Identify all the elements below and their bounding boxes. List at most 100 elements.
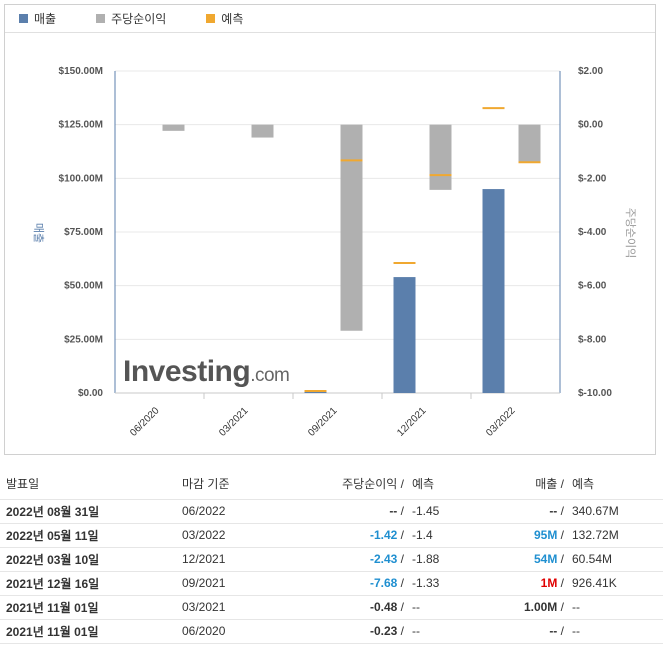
row-revenue: 54M / — [508, 547, 568, 572]
table-row: 2022년 08월 31일 06/2022 -- / -1.45 -- /340.67M — [0, 499, 663, 524]
table-row: 2022년 05월 11일 03/2022 -1.42 / -1.4 95M / 132.… — [0, 523, 663, 548]
row-revenue-value: 95M — [533, 528, 558, 542]
row-eps-value: -1.42 — [369, 528, 398, 542]
left-tick-label: $75.00M — [64, 227, 103, 238]
x-tick-label: 06/2020 — [128, 405, 162, 439]
row-revenue-forecast: -- — [568, 619, 663, 644]
row-eps: -- / — [288, 499, 408, 524]
row-revenue-forecast: -- — [568, 595, 663, 620]
right-axis-title: 주당순이익 — [624, 208, 637, 259]
cell-sep: / — [400, 552, 404, 566]
row-date: 2021년 11월 01일 — [0, 595, 178, 620]
legend-eps-label: 주당순이익 — [111, 12, 167, 26]
row-revenue-forecast: 926.41K — [568, 571, 663, 596]
table-body: 2022년 08월 31일 06/2022 -- / -1.45 -- /340.67M… — [0, 499, 663, 644]
row-period: 06/2022 — [178, 499, 288, 524]
table-row: 2021년 11월 01일 06/2020 -0.23 /-- -- / -- — [0, 619, 663, 644]
row-eps-forecast: -1.33 — [408, 571, 508, 596]
row-eps-forecast: -1.45 — [408, 499, 508, 524]
row-eps: -0.48 / — [288, 595, 408, 620]
cell-sep: / — [560, 504, 564, 518]
row-revenue-forecast: 60.54M — [568, 547, 663, 572]
row-revenue: -- / — [508, 499, 568, 524]
x-tick-label: 12/2021 — [395, 405, 429, 439]
legend-eps[interactable]: 주당순이익 — [96, 10, 166, 27]
cell-sep: / — [400, 528, 404, 542]
legend-revenue-swatch — [19, 14, 28, 23]
x-tick-label: 03/2022 — [484, 405, 518, 439]
cell-sep: / — [400, 624, 404, 638]
row-date: 2022년 03월 10일 — [0, 547, 178, 572]
header-revenue-forecast[interactable]: 예측 — [568, 469, 663, 500]
row-revenue: 1.00M / — [508, 595, 568, 620]
left-tick-label: $25.00M — [64, 334, 103, 345]
right-tick-label: $0.00 — [578, 120, 603, 131]
header-sep: / — [560, 477, 564, 492]
right-tick-label: $-8.00 — [578, 334, 607, 345]
eps-bar — [251, 124, 274, 138]
row-eps-forecast: -- — [408, 619, 508, 644]
earnings-chart: $0.00 $25.00M $50.00M $75.00M $100.00M $125.0… — [32, 66, 637, 439]
cell-sep: / — [560, 552, 564, 566]
right-tick-label: $2.00 — [578, 66, 603, 77]
row-period: 06/2020 — [178, 619, 288, 644]
header-eps[interactable]: 주당순이익 / — [288, 469, 408, 500]
legend-forecast[interactable]: 예측 — [206, 10, 243, 27]
cell-sep: / — [560, 600, 564, 614]
header-revenue[interactable]: 매출 / — [508, 469, 568, 500]
left-tick-label: $0.00 — [78, 388, 103, 399]
eps-bar — [162, 124, 185, 131]
earnings-table: 발표일 마감 기준 주당순이익 / 예측 매출 / 예측 2022년 08월 3… — [0, 469, 663, 644]
table-row: 2021년 11월 01일 03/2021 -0.48 /-- 1.00M / -- — [0, 595, 663, 620]
right-tick-label: $-2.00 — [578, 173, 607, 184]
row-revenue-forecast: 340.67M — [568, 499, 663, 524]
row-eps: -2.43 / — [288, 547, 408, 572]
row-eps-forecast: -- — [408, 595, 508, 620]
row-date: 2022년 05월 11일 — [0, 523, 178, 548]
header-period[interactable]: 마감 기준 — [178, 469, 288, 500]
row-eps: -0.23 / — [288, 619, 408, 644]
right-tick-label: $-4.00 — [578, 227, 607, 238]
row-revenue-value: 1M — [540, 576, 558, 590]
left-tick-label: $100.00M — [59, 173, 103, 184]
row-revenue-value: 1.00M — [523, 600, 558, 614]
header-sep: / — [400, 477, 404, 492]
header-eps-label: 주당순이익 — [342, 477, 398, 492]
logo-suffix: .com — [250, 365, 290, 386]
row-revenue-value: -- — [549, 624, 558, 638]
row-eps-forecast: -1.4 — [408, 523, 508, 548]
chart-legend: 매출 주당순이익 예측 — [5, 5, 655, 33]
eps-bar — [518, 124, 541, 163]
left-tick-label: $150.00M — [59, 66, 103, 77]
cell-sep: / — [560, 528, 564, 542]
row-date: 2021년 11월 01일 — [0, 619, 178, 644]
row-revenue-forecast: 132.72M — [568, 523, 663, 548]
row-period: 03/2022 — [178, 523, 288, 548]
legend-revenue[interactable]: 매출 — [19, 10, 56, 27]
left-axis-title: 매출 — [32, 223, 45, 243]
header-eps-forecast[interactable]: 예측 — [408, 469, 508, 500]
revenue-bar — [482, 189, 505, 393]
row-eps-value: -0.23 — [369, 624, 398, 638]
row-eps: -7.68 / — [288, 571, 408, 596]
chart-panel: 매출 주당순이익 예측 $0.00 $25.00M $50.00M $75.00M $1… — [4, 4, 656, 455]
x-tick-label: 03/2021 — [217, 405, 251, 439]
table-row: 2022년 03월 10일 12/2021 -2.43 /-1.88 54M /60.… — [0, 547, 663, 572]
right-tick-label: $-10.00 — [578, 388, 612, 399]
eps-bar — [340, 124, 363, 331]
header-date[interactable]: 발표일 — [0, 469, 178, 500]
row-eps-value: -0.48 — [369, 600, 398, 614]
left-tick-label: $125.00M — [59, 120, 103, 131]
row-eps-value: -- — [389, 504, 398, 518]
legend-forecast-swatch — [206, 14, 216, 23]
row-period: 12/2021 — [178, 547, 288, 572]
header-revenue-label: 매출 — [535, 477, 558, 492]
cell-sep: / — [560, 624, 564, 638]
row-eps-forecast: -1.88 — [408, 547, 508, 572]
row-revenue: 1M / — [508, 571, 568, 596]
row-period: 09/2021 — [178, 571, 288, 596]
logo-main: Investing — [123, 355, 251, 388]
table-header-row: 발표일 마감 기준 주당순이익 / 예측 매출 / 예측 — [0, 469, 663, 500]
cell-sep: / — [400, 576, 404, 590]
legend-eps-swatch — [96, 14, 106, 23]
